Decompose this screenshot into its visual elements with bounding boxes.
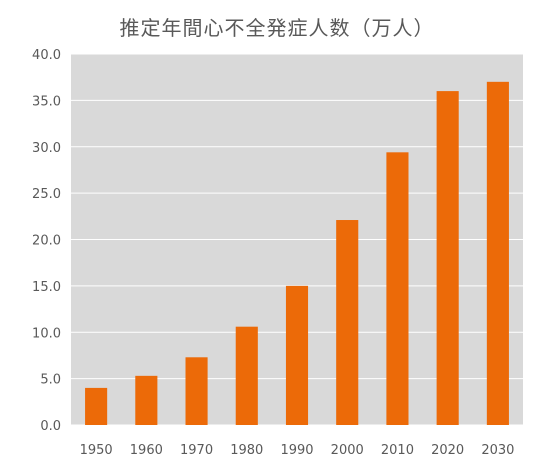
chart-title: 推定年間心不全発症人数（万人） [119, 16, 435, 40]
bar-1980 [235, 326, 258, 425]
x-tick-label: 2000 [331, 443, 364, 458]
bar-2000 [336, 220, 359, 425]
bar-1960 [135, 375, 158, 425]
y-tick-label: 40.0 [32, 48, 61, 63]
y-tick-label: 15.0 [32, 280, 61, 295]
bar-2020 [436, 91, 459, 425]
bar-1950 [85, 387, 108, 425]
bar-1970 [185, 357, 208, 425]
x-tick-label: 1990 [280, 443, 313, 458]
y-tick-label: 10.0 [32, 326, 61, 341]
y-tick-label: 25.0 [32, 187, 61, 202]
x-tick-label: 1980 [230, 443, 263, 458]
bar-2010 [386, 152, 409, 425]
y-tick-label: 35.0 [32, 94, 61, 109]
y-tick-label: 30.0 [32, 141, 61, 156]
bar-1990 [285, 285, 309, 425]
x-tick-label: 1950 [80, 443, 113, 458]
x-tick-label: 2010 [381, 443, 414, 458]
bar-2030 [486, 81, 509, 425]
x-tick-label: 2020 [431, 443, 464, 458]
x-tick-label: 1960 [130, 443, 163, 458]
y-tick-label: 20.0 [32, 234, 61, 249]
x-tick-label: 2030 [481, 443, 514, 458]
y-tick-label: 0.0 [40, 419, 61, 434]
y-tick-label: 5.0 [40, 373, 61, 388]
x-tick-label: 1970 [180, 443, 213, 458]
